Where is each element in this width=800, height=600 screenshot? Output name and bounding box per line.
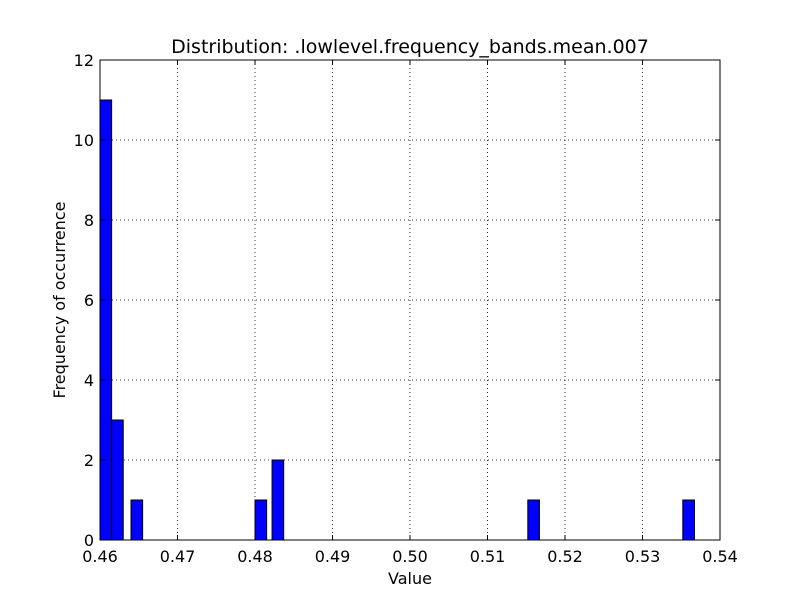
chart-title: Distribution: .lowlevel.frequency_bands.…	[171, 36, 649, 58]
y-tick-label: 2	[84, 451, 94, 470]
x-tick-label: 0.52	[547, 547, 583, 566]
histogram-bar	[271, 459, 285, 541]
y-tick-labels: 0 2 4 6 8 10 12	[74, 51, 94, 550]
y-tick-label: 6	[84, 291, 94, 310]
x-tick-label: 0.49	[315, 547, 351, 566]
x-tick-label: 0.53	[625, 547, 661, 566]
y-tick-label: 12	[74, 51, 94, 70]
y-axis-label: Frequency of occurrence	[50, 202, 69, 399]
x-tick-label: 0.47	[160, 547, 196, 566]
grid-lines	[99, 59, 721, 541]
y-tick-label: 8	[84, 211, 94, 230]
y-tick-label: 4	[84, 371, 94, 390]
y-tick-label: 10	[74, 131, 94, 150]
x-tick-label: 0.46	[82, 547, 118, 566]
y-tick-label: 0	[84, 531, 94, 550]
x-tick-label: 0.48	[237, 547, 273, 566]
x-tick-label: 0.54	[702, 547, 738, 566]
axis-ticks	[99, 59, 721, 541]
histogram-bar	[99, 99, 113, 541]
histogram-bar	[527, 499, 540, 541]
x-tick-label: 0.51	[470, 547, 506, 566]
histogram-bar	[682, 499, 695, 541]
x-tick-label: 0.50	[392, 547, 428, 566]
histogram-bar	[130, 499, 144, 541]
histogram-bar	[254, 499, 268, 541]
histogram-bar	[111, 419, 124, 541]
x-tick-labels: 0.46 0.47 0.48 0.49 0.50 0.51 0.52 0.53 0.54	[82, 547, 738, 566]
x-axis-label: Value	[388, 569, 432, 588]
